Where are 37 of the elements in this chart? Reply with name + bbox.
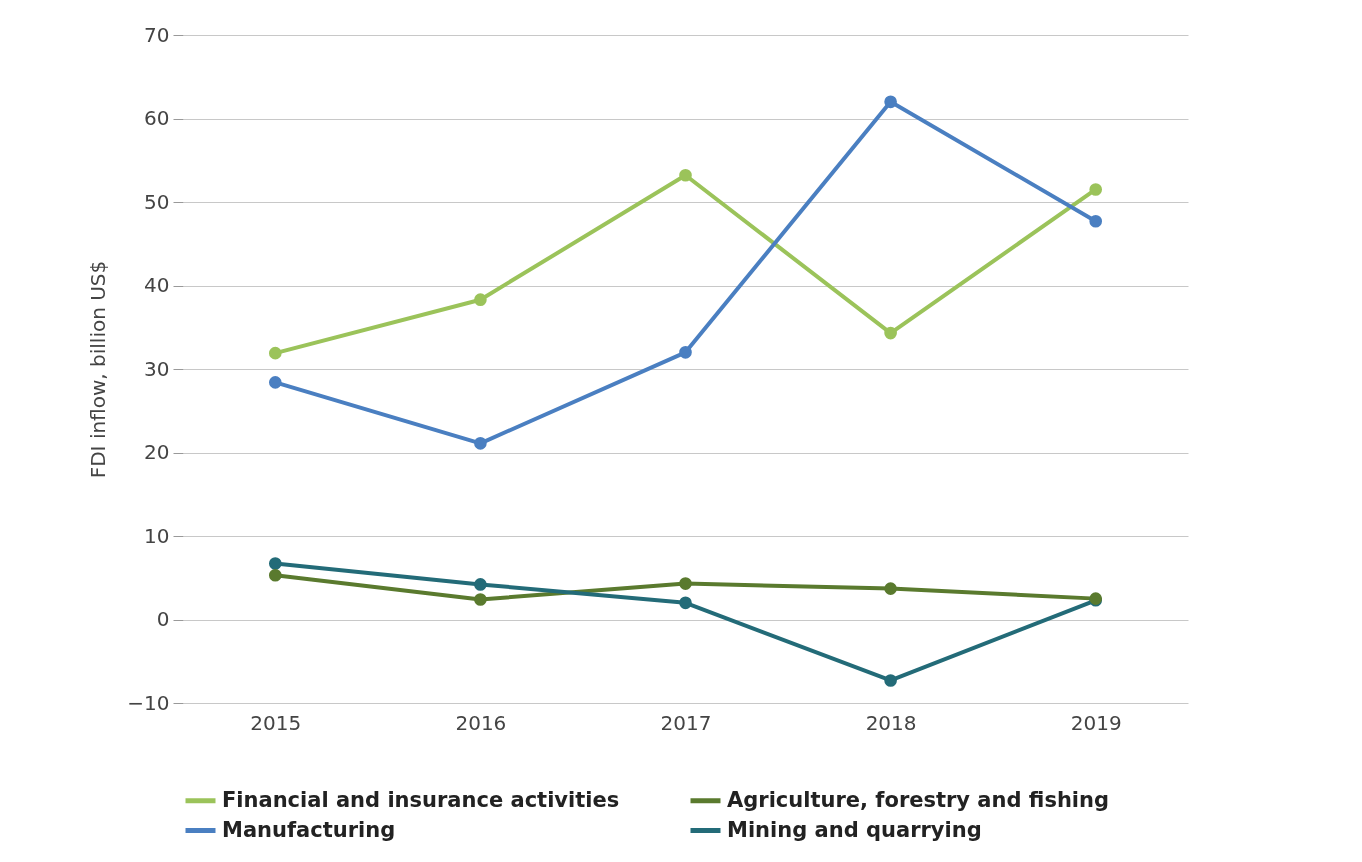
y-axis-title: FDI inflow, billion US$ <box>86 260 111 479</box>
point <box>679 577 692 590</box>
point <box>268 568 282 582</box>
x-tick-label: 2019 <box>1070 710 1122 735</box>
y-tick-label: 20 <box>144 440 170 464</box>
point <box>474 437 487 450</box>
y-tick-label: 70 <box>144 22 170 47</box>
point <box>679 345 692 359</box>
point <box>474 293 487 307</box>
x-tick-label: 2018 <box>865 710 917 735</box>
point <box>679 596 692 610</box>
y-tick-label: 60 <box>144 106 170 130</box>
point <box>884 326 897 340</box>
point <box>474 593 487 606</box>
point <box>1089 214 1103 228</box>
legend-label: Financial and insurance activities <box>222 787 620 812</box>
y-tick-label: −10 <box>127 690 170 715</box>
legend-label: Agriculture, forestry and fishing <box>727 787 1110 812</box>
x-tick-label: 2016 <box>455 710 507 735</box>
y-tick-label: 0 <box>156 607 170 631</box>
y-tick-label: 40 <box>144 273 170 297</box>
y-tick-label: 10 <box>144 523 170 548</box>
point <box>474 578 487 591</box>
point <box>1089 183 1103 196</box>
legend-label: Mining and quarrying <box>727 817 982 842</box>
point <box>268 376 282 389</box>
y-tick-label: 30 <box>144 356 170 381</box>
point <box>884 95 897 109</box>
point <box>268 557 282 570</box>
point <box>884 582 897 595</box>
point <box>268 346 282 360</box>
point <box>884 674 897 687</box>
x-tick-label: 2017 <box>660 710 712 735</box>
legend-label: Manufacturing <box>222 817 396 842</box>
y-tick-label: 50 <box>144 189 170 214</box>
x-tick-label: 2015 <box>250 710 302 735</box>
point <box>679 168 692 182</box>
